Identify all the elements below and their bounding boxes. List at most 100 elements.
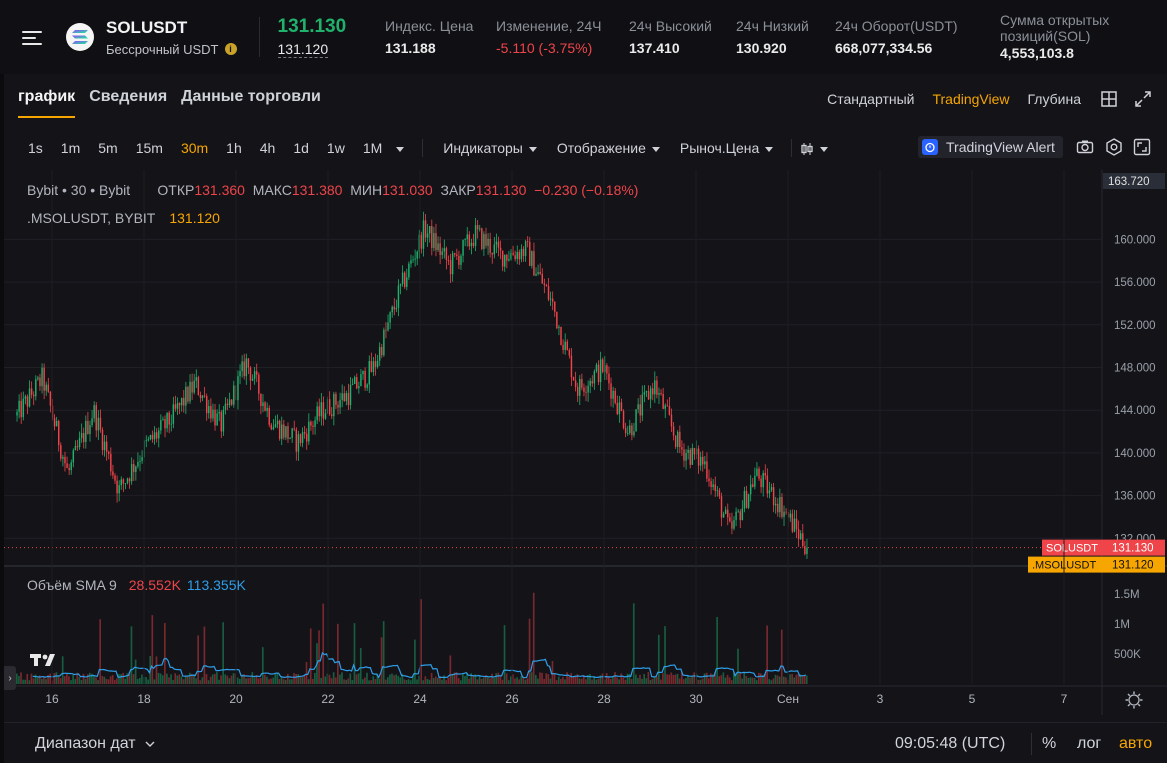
- volume-bar: [322, 603, 325, 684]
- date-range-dropdown[interactable]: Диапазон дат: [35, 735, 155, 753]
- display-dropdown[interactable]: Отображение: [557, 140, 660, 156]
- candle-body: [153, 432, 156, 440]
- candle-body: [635, 409, 637, 432]
- volume-bar: [666, 674, 668, 684]
- view-tradingview[interactable]: TradingView: [932, 91, 1010, 107]
- volume-legend: Объём SMA 9 28.552K 113.355K: [27, 577, 246, 593]
- log-scale-toggle[interactable]: лог: [1077, 735, 1102, 752]
- utc-clock[interactable]: 09:05:48 (UTC): [895, 735, 1006, 752]
- collapse-arrow-icon[interactable]: ›: [4, 666, 16, 690]
- volume-bar: [82, 673, 85, 684]
- tf-4h[interactable]: 4h: [259, 140, 276, 156]
- candle-body: [345, 393, 348, 402]
- tf-5m[interactable]: 5m: [98, 140, 118, 156]
- auto-scale-toggle[interactable]: авто: [1119, 735, 1153, 752]
- candle-body: [468, 234, 471, 247]
- pair-selector[interactable]: SOLUSDT Бессрочный USDT i: [106, 18, 237, 57]
- candle-body: [406, 277, 408, 287]
- camera-icon[interactable]: [1076, 138, 1094, 156]
- volume-bar: [593, 675, 595, 684]
- candle-body: [672, 426, 675, 436]
- volume-bar: [557, 676, 560, 684]
- volume-bar: [399, 677, 402, 684]
- volume-bar: [437, 677, 439, 684]
- volume-bar: [620, 673, 623, 684]
- candle-body: [783, 511, 785, 517]
- tradingview-alert-button[interactable]: TradingView Alert: [918, 136, 1063, 158]
- candle-body: [545, 285, 548, 287]
- time-tick-label: 3: [877, 692, 884, 706]
- tf-1d[interactable]: 1d: [293, 140, 309, 156]
- tf-15m[interactable]: 15m: [135, 140, 163, 156]
- volume-bar: [218, 679, 220, 684]
- tradingview-logo-icon[interactable]: [28, 650, 62, 670]
- percent-scale-toggle[interactable]: %: [1042, 735, 1057, 752]
- volume-bar: [703, 673, 706, 684]
- volume-bar: [647, 672, 650, 684]
- price-chart-canvas[interactable]: 160.000 156.000 152.000 148.000 144.000 140.0…: [4, 170, 1167, 715]
- candle-body: [155, 432, 158, 439]
- candle-body: [85, 420, 87, 442]
- candle-body: [162, 419, 164, 421]
- volume-bar: [747, 677, 750, 684]
- layout-grid-icon[interactable]: [1101, 91, 1117, 107]
- tradingview-chart[interactable]: 160.000 156.000 152.000 148.000 144.000 140.0…: [4, 170, 1167, 715]
- volume-tick-label: 1.5M: [1114, 589, 1140, 601]
- candle-body: [556, 311, 558, 329]
- candle-body: [510, 252, 512, 260]
- tf-1m[interactable]: 1m: [60, 140, 81, 156]
- volume-bar: [376, 673, 379, 684]
- indicators-dropdown[interactable]: Индикаторы: [443, 140, 537, 156]
- candle-body: [324, 413, 327, 419]
- tf-1h[interactable]: 1h: [226, 140, 242, 156]
- chart-background: [4, 170, 1167, 715]
- volume-bar: [20, 672, 22, 684]
- volume-bar: [630, 679, 633, 684]
- menu-icon[interactable]: [22, 26, 44, 48]
- volume-bar: [491, 673, 493, 684]
- candle-body: [604, 365, 606, 372]
- tab-info[interactable]: Сведения: [89, 88, 168, 105]
- candle-body: [385, 329, 387, 331]
- tf-30m[interactable]: 30m: [180, 140, 209, 156]
- time-axis-settings-icon[interactable]: [1128, 694, 1140, 706]
- candle-body: [16, 411, 18, 416]
- price-source-dropdown[interactable]: Рыноч.Цена: [680, 140, 774, 156]
- candle-body: [533, 251, 535, 276]
- tf-1M[interactable]: 1M: [363, 140, 405, 156]
- volume-bar: [478, 675, 481, 684]
- view-standard[interactable]: Стандартный: [827, 91, 915, 107]
- tf-1w[interactable]: 1w: [326, 140, 345, 156]
- candle-body: [395, 307, 398, 310]
- candle-body: [524, 241, 527, 257]
- chart-fullscreen-icon[interactable]: [1133, 138, 1151, 156]
- tf-1s[interactable]: 1s: [28, 140, 43, 156]
- volume-bar: [445, 680, 448, 684]
- candle-body: [253, 371, 256, 379]
- info-icon[interactable]: i: [224, 43, 237, 55]
- tab-chart[interactable]: график: [18, 88, 76, 118]
- volume-bar: [797, 674, 800, 684]
- volume-bar: [484, 675, 487, 684]
- mark-price[interactable]: 131.120: [277, 40, 329, 58]
- volume-bar: [201, 677, 204, 684]
- volume-bar: [199, 680, 202, 684]
- tab-trading-data[interactable]: Данные торговли: [181, 88, 321, 105]
- candle-body: [20, 400, 22, 418]
- volume-bar: [45, 679, 47, 684]
- view-depth[interactable]: Глубина: [1027, 91, 1081, 107]
- candle-body: [306, 433, 308, 442]
- candle-body: [185, 386, 187, 406]
- volume-bar: [487, 676, 489, 684]
- chart-type-dropdown[interactable]: [800, 140, 829, 156]
- candle-body: [233, 385, 235, 405]
- candle-body: [543, 283, 546, 286]
- settings-gear-icon[interactable]: [1105, 138, 1123, 156]
- volume-bar: [266, 676, 268, 684]
- candle-body: [410, 260, 412, 264]
- volume-bar: [493, 678, 495, 684]
- fullscreen-icon[interactable]: [1135, 91, 1151, 107]
- price-tick-label: 160.000: [1114, 234, 1156, 246]
- candle-body: [541, 273, 543, 284]
- candle-body: [64, 456, 66, 464]
